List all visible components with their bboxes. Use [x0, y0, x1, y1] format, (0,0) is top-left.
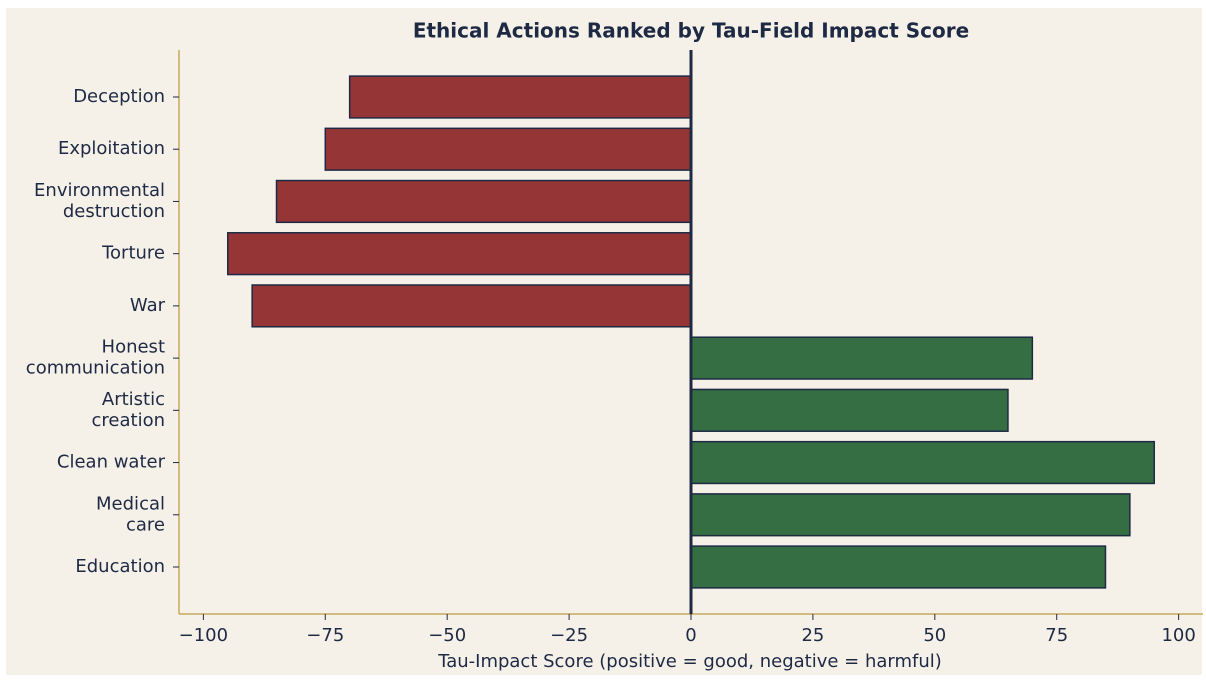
bar [690, 440, 1155, 485]
y-tick-label: Torture [101, 243, 165, 264]
bar [275, 179, 692, 224]
y-tick-label: Honest communication [26, 337, 165, 379]
x-tick-label: −75 [306, 625, 344, 646]
y-tick-label: Education [75, 556, 165, 577]
y-tick-label: Medical care [96, 493, 165, 535]
x-tick-label: −50 [428, 625, 466, 646]
x-tick-label: 50 [923, 625, 946, 646]
y-tick-label: War [130, 295, 166, 316]
x-tick-label: −25 [550, 625, 588, 646]
bar [690, 336, 1034, 380]
x-tick-label: −100 [179, 625, 228, 646]
x-axis-label: Tau-Impact Score (positive = good, negat… [437, 651, 942, 672]
y-tick-label: Artistic creation [92, 389, 166, 431]
y-tick-label: Clean water [57, 452, 166, 473]
bar [690, 545, 1107, 589]
bar [324, 127, 692, 171]
x-tick-label: 0 [685, 625, 696, 646]
bar [227, 232, 692, 276]
bar [348, 75, 692, 119]
x-tick-label: 100 [1161, 625, 1195, 646]
y-tick-label: Exploitation [58, 138, 165, 159]
bar [251, 284, 692, 328]
y-tick-label: Deception [73, 86, 165, 107]
chart-title: Ethical Actions Ranked by Tau-Field Impa… [413, 19, 969, 43]
x-tick-label: 25 [801, 625, 824, 646]
y-tick-label: Environmental destruction [34, 180, 165, 222]
bar [690, 493, 1131, 537]
x-tick-label: 75 [1045, 625, 1068, 646]
bar [690, 388, 1009, 432]
